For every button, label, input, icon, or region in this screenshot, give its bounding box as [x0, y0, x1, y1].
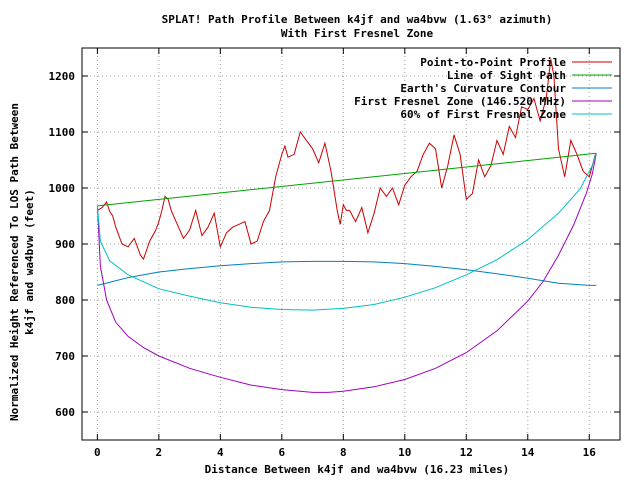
chart-title: SPLAT! Path Profile Between k4jf and wa4… — [162, 13, 553, 26]
legend-label: 60% of First Fresnel Zone — [400, 108, 566, 121]
y-tick-label: 1100 — [49, 126, 76, 139]
x-tick-label: 2 — [156, 446, 163, 459]
legend-label: First Fresnel Zone (146.520 MHz) — [354, 95, 566, 108]
y-tick-label: 1000 — [49, 182, 76, 195]
series-line-earth-s-curvature-contour — [97, 260, 597, 286]
y-axis-label-line1: Normalized Height Referenced To LOS Path… — [8, 103, 21, 421]
x-tick-label: 12 — [460, 446, 473, 459]
x-axis-ticks: 0 2 4 6 8 10 12 14 16 — [94, 48, 596, 459]
data-series — [96, 59, 597, 393]
y-tick-label: 700 — [55, 350, 75, 363]
y-axis-ticks: 600 700 800 900 1000 1100 1200 — [49, 70, 620, 419]
legend-label: Line of Sight Path — [447, 69, 566, 82]
y-tick-label: 1200 — [49, 70, 76, 83]
x-tick-label: 16 — [583, 446, 597, 459]
plot-area-border — [81, 47, 621, 441]
y-axis-label-line2: k4jf and wa4bvw (feet) — [23, 189, 36, 335]
x-tick-label: 6 — [279, 446, 286, 459]
series-line-first-fresnel-zone-146-520-mhz — [96, 153, 597, 393]
series-line-line-of-sight-path — [97, 152, 597, 207]
legend-label: Earth's Curvature Contour — [400, 82, 566, 95]
x-tick-label: 4 — [217, 446, 224, 459]
x-tick-label: 8 — [340, 446, 347, 459]
x-tick-label: 14 — [521, 446, 535, 459]
x-axis-label: Distance Between k4jf and wa4bvw (16.23 … — [205, 463, 510, 476]
chart-subtitle: With First Fresnel Zone — [281, 27, 434, 40]
series-line-60-of-first-fresnel-zone — [96, 153, 597, 311]
legend-label: Point-to-Point Profile — [420, 56, 566, 69]
series-line-point-to-point-profile — [97, 59, 596, 261]
x-tick-label: 0 — [94, 446, 101, 459]
grid-lines — [82, 48, 620, 440]
y-tick-label: 900 — [55, 238, 75, 251]
y-tick-label: 800 — [55, 294, 75, 307]
x-tick-label: 10 — [398, 446, 411, 459]
y-tick-label: 600 — [55, 406, 75, 419]
